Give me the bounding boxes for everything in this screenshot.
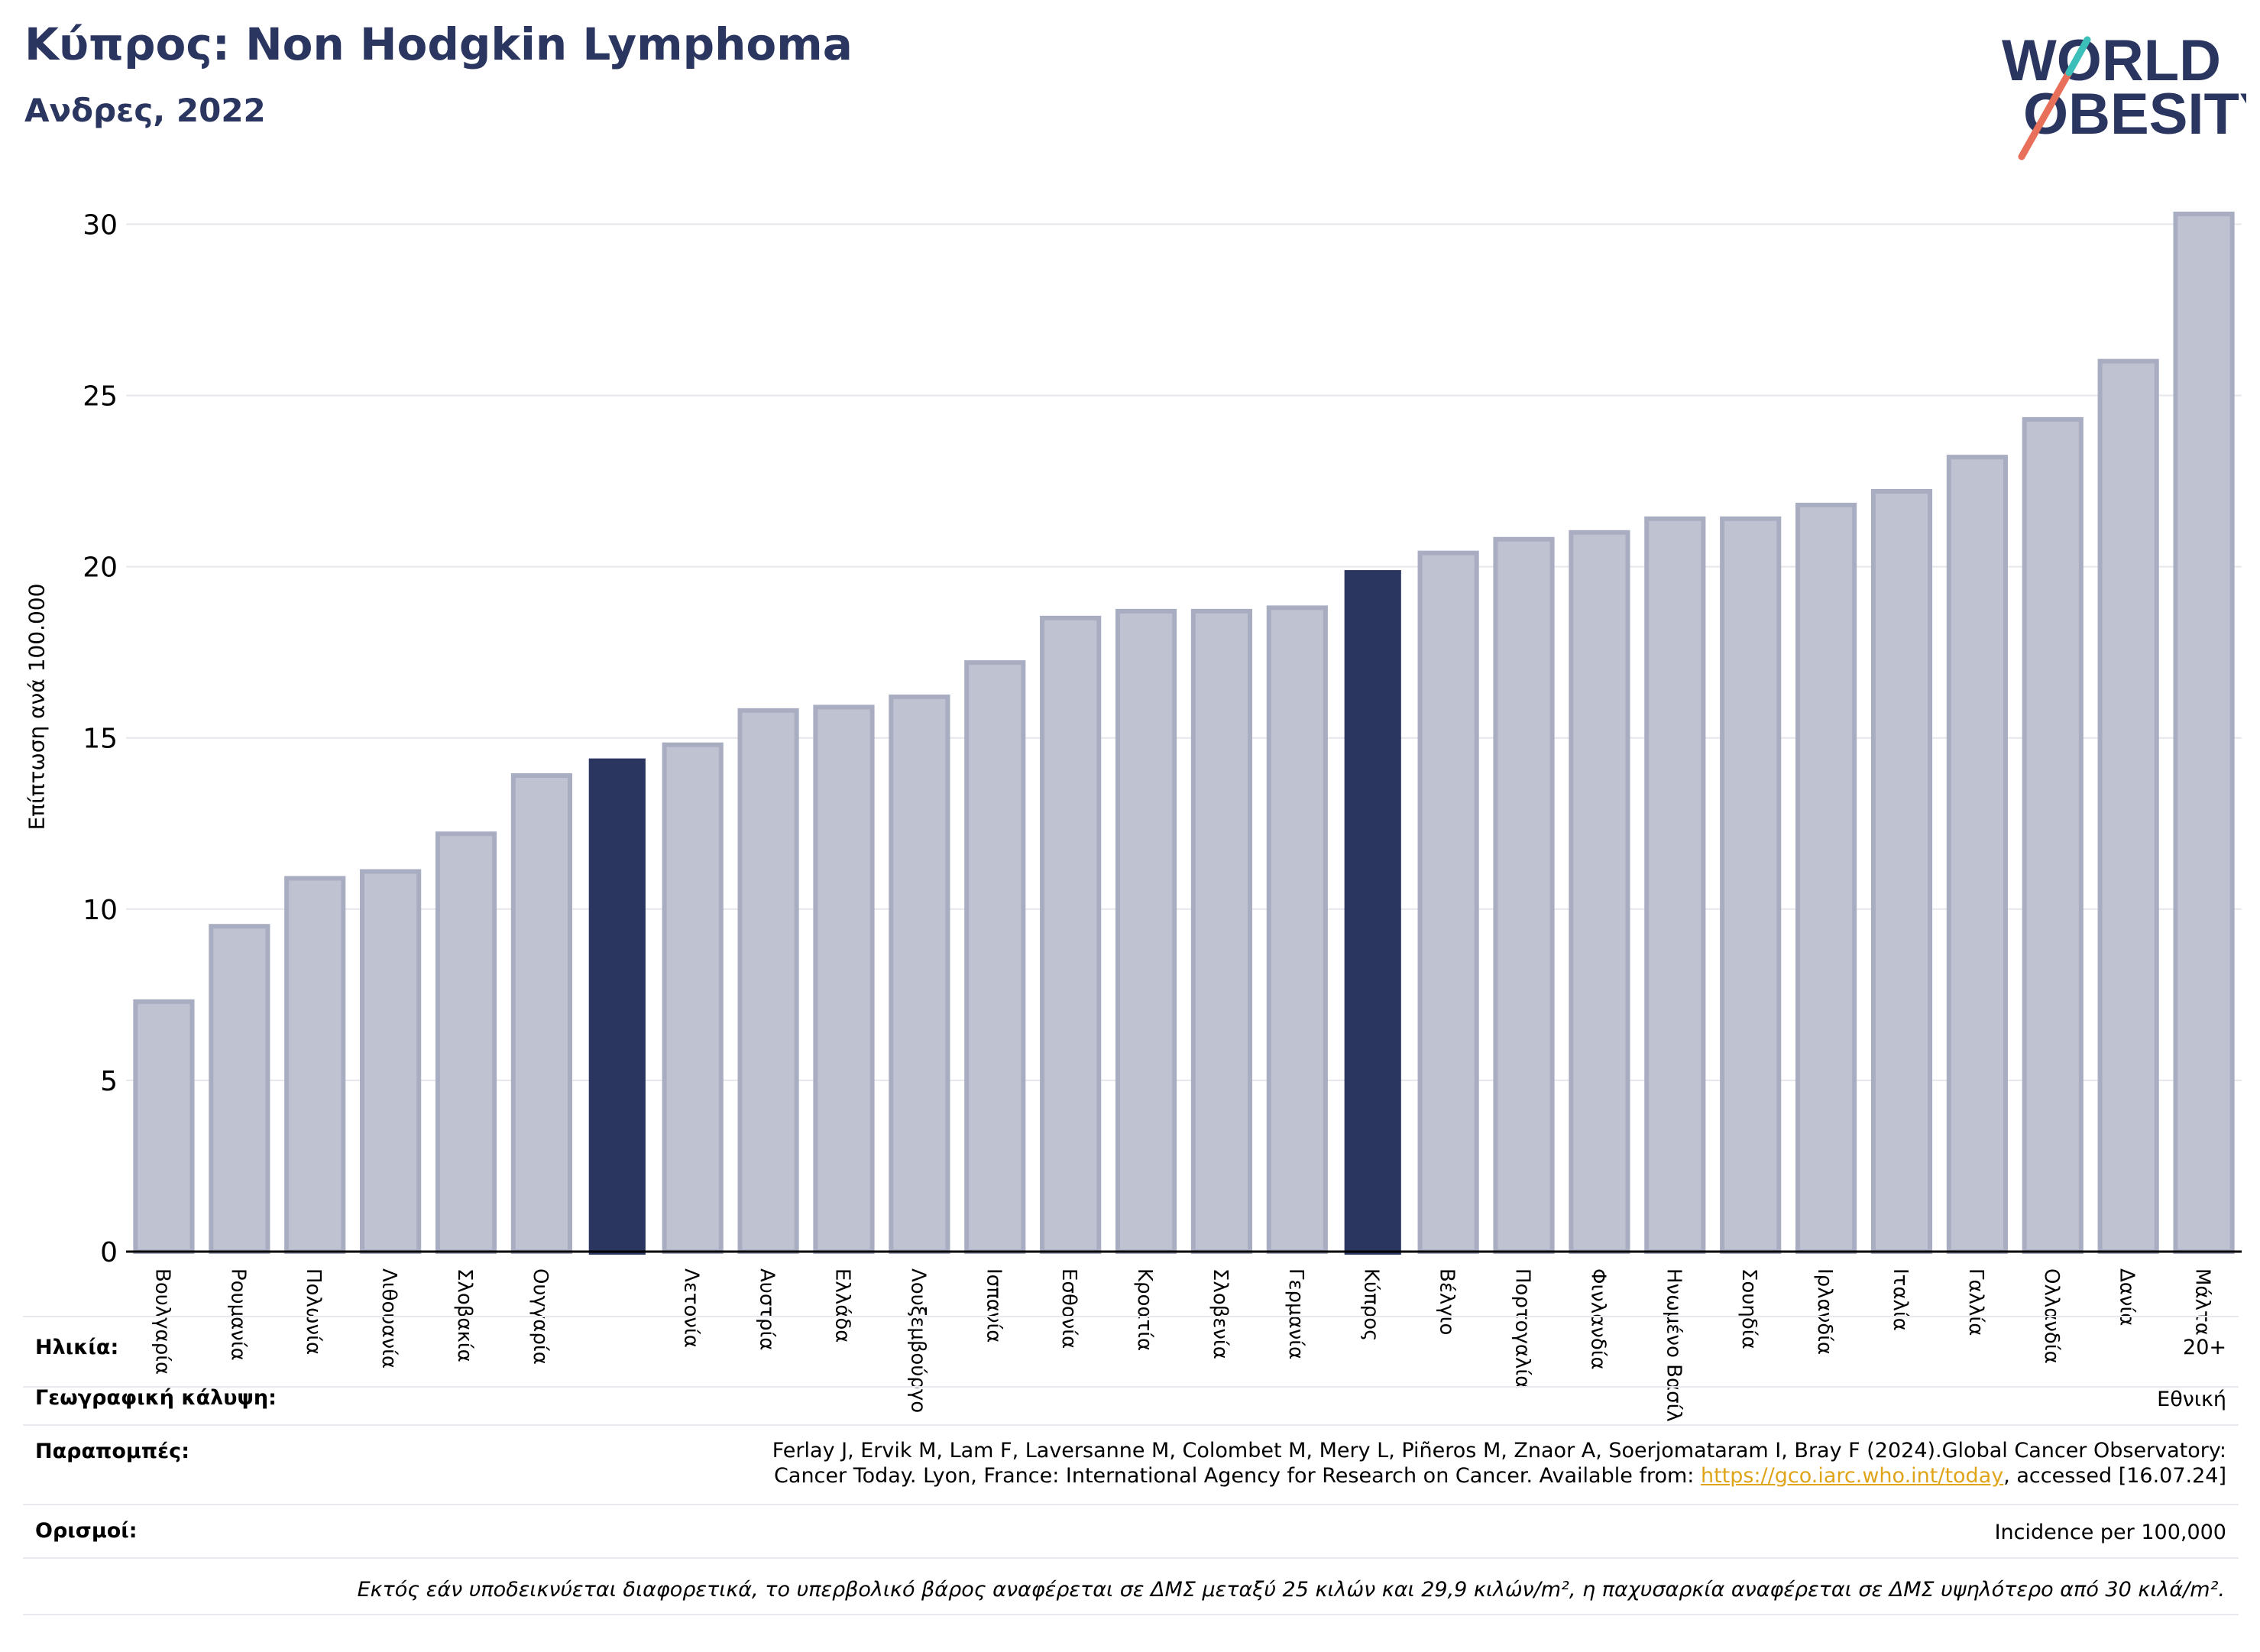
x-tick-label: Ηνωμένο Βασίλειο — [1662, 1268, 1685, 1421]
references-value: Ferlay J, Ervik M, Lam F, Laversanne M, … — [469, 1438, 2226, 1488]
x-tick-label: Λετονία — [680, 1268, 703, 1348]
definitions-value: Incidence per 100,000 — [1994, 1521, 2226, 1544]
bars — [133, 211, 2235, 1255]
x-tick-label: Γαλλία — [1964, 1268, 1987, 1336]
chart-title: Κύπρος: Non Hodgkin Lymphoma — [24, 18, 853, 70]
footnote-divider — [23, 1614, 2239, 1615]
bar — [964, 660, 1026, 1254]
bar — [360, 869, 422, 1255]
x-tick-label: Αυστρία — [756, 1268, 779, 1350]
references-line2: Cancer Today. Lyon, France: Internationa… — [469, 1463, 2226, 1488]
bar — [2097, 358, 2159, 1254]
x-tick-label: Ιταλία — [1889, 1268, 1912, 1331]
bar — [1493, 536, 1555, 1254]
x-tick-label: Σλοβενία — [1209, 1268, 1232, 1359]
gco-link[interactable]: https://gco.iarc.who.int/today — [1700, 1464, 2004, 1488]
y-tick-label: 25 — [83, 381, 118, 413]
bar — [1644, 516, 1706, 1254]
references-line1: Ferlay J, Ervik M, Lam F, Laversanne M, … — [772, 1439, 2226, 1463]
references-line2-pre: Cancer Today. Lyon, France: Internationa… — [774, 1464, 1701, 1488]
bar — [1569, 530, 1630, 1254]
bar — [1946, 455, 2008, 1254]
x-tick-label: Ιρλανδία — [1813, 1268, 1836, 1355]
y-tick-label: 5 — [100, 1066, 118, 1097]
bar — [284, 876, 346, 1255]
bar — [1870, 488, 1933, 1254]
bar — [1795, 502, 1857, 1254]
meta-row-coverage: Γεωγραφική κάλυψη: Εθνική — [23, 1385, 2239, 1426]
y-tick-labels: 0 5 10 15 20 25 30 — [83, 209, 118, 1268]
x-tick-label: Πορτογαλία — [1511, 1268, 1534, 1388]
y-tick-label: 30 — [83, 209, 118, 241]
x-tick-labels: Βουλγαρία Ρουμανία Πολωνία Λιθουανία Σλοβακί… — [151, 1268, 2213, 1421]
y-tick-label: 15 — [83, 724, 118, 755]
bar — [133, 999, 195, 1254]
x-tick-label: Ρουμανία — [226, 1268, 249, 1361]
bar — [813, 705, 875, 1254]
bar-chart: 0 5 10 15 20 25 30 Βουλγαρία Ρουμανία Πολωνία Λιθ… — [83, 209, 2242, 1421]
bar — [1720, 516, 1782, 1254]
logo-slash-teal — [2065, 36, 2091, 76]
references-label: Παραπομπές: — [35, 1440, 189, 1463]
coverage-value: Εθνική — [2157, 1388, 2226, 1411]
x-tick-label: Βουλγαρία — [151, 1268, 173, 1375]
x-tick-label: Ισπανία — [982, 1268, 1005, 1343]
bar — [737, 708, 799, 1254]
bar — [1040, 615, 1102, 1254]
bar — [588, 758, 646, 1255]
bar — [1190, 608, 1253, 1254]
x-tick-label: Εσθονία — [1057, 1268, 1080, 1349]
age-value: 20+ — [2183, 1336, 2226, 1359]
bar — [2173, 211, 2235, 1255]
bar — [889, 694, 950, 1254]
bar — [510, 773, 572, 1254]
y-tick-label: 0 — [100, 1237, 118, 1268]
footnote: Εκτός εάν υποδεικνύεται διαφορετικά, το … — [357, 1578, 2225, 1602]
logo-slash-red — [2018, 69, 2073, 160]
x-tick-label: Γερμανία — [1284, 1268, 1307, 1359]
x-tick-label: Λουξεμβούργο — [906, 1268, 929, 1413]
y-tick-label: 20 — [83, 552, 118, 584]
logo-line1: WORLD — [2002, 31, 2221, 93]
x-tick-label: Φινλανδία — [1586, 1268, 1609, 1370]
x-tick-label: Μάλτα — [2191, 1268, 2214, 1336]
x-tick-label: Βέλγιο — [1436, 1268, 1459, 1335]
meta-row-references: Παραπομπές: Ferlay J, Ervik M, Lam F, La… — [23, 1424, 2239, 1505]
meta-row-age: Ηλικία: 20+ — [23, 1316, 2239, 1388]
y-axis-label: Επίπτωση ανά 100.000 — [24, 583, 50, 831]
x-tick-label: Σλοβακία — [453, 1268, 476, 1362]
bar — [435, 831, 497, 1255]
world-obesity-logo: WORLD OBESITY — [2002, 31, 2246, 160]
definitions-label: Ορισμοί: — [35, 1519, 138, 1543]
y-tick-label: 10 — [83, 895, 118, 926]
references-line2-post: , accessed [16.07.24] — [2003, 1464, 2226, 1488]
bar — [1417, 550, 1479, 1254]
bar — [662, 742, 724, 1254]
x-tick-label: Πολωνία — [302, 1268, 325, 1355]
age-label: Ηλικία: — [35, 1336, 119, 1359]
x-tick-label: Λιθουανία — [377, 1268, 400, 1369]
bar — [1344, 570, 1401, 1255]
x-tick-label: Σουηδία — [1737, 1268, 1760, 1349]
bar — [209, 924, 270, 1254]
coverage-label: Γεωγραφική κάλυψη: — [35, 1386, 277, 1410]
bar — [2022, 416, 2084, 1254]
bar — [1266, 605, 1328, 1254]
x-tick-label: Κύπρος — [1360, 1268, 1383, 1341]
x-tick-label: Κροατία — [1133, 1268, 1156, 1351]
meta-row-definitions: Ορισμοί: Incidence per 100,000 — [23, 1504, 2239, 1559]
chart-subtitle: Ανδρες, 2022 — [24, 92, 266, 129]
bar — [1115, 608, 1177, 1254]
x-tick-label: Ελλάδα — [831, 1268, 853, 1343]
